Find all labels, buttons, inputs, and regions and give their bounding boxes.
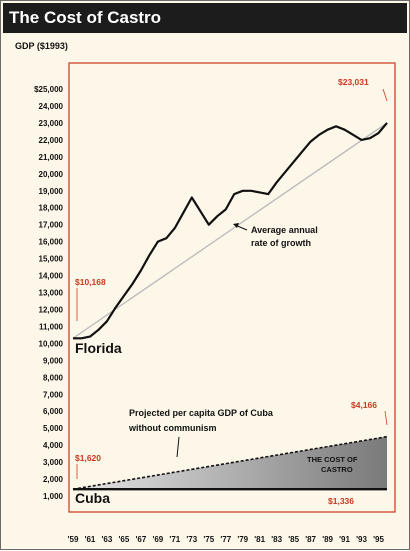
x-tick-label: '75 [203,535,214,544]
x-tick-label: '81 [254,535,265,544]
cost-of-castro-wedge [73,436,387,490]
y-tick-label: 9,000 [43,356,64,365]
y-tick-label: 5,000 [43,424,64,433]
annotation-cost-line1: THE COST OF [307,455,358,464]
x-tick-label: '59 [68,535,79,544]
y-tick-label: 4,000 [43,441,64,450]
callout-cuba-start: $1,620 [75,453,101,463]
y-tick-label: 19,000 [39,187,64,196]
chart-title: The Cost of Castro [3,3,407,33]
plot-area-border [68,62,396,513]
x-tick-label: '91 [339,535,350,544]
x-tick-label: '63 [102,535,113,544]
x-tick-label: '93 [356,535,367,544]
projection-trend-line [72,435,388,491]
y-tick-label: 12,000 [39,305,64,314]
callout-leader [382,88,388,102]
y-axis-label: GDP ($1993) [15,41,68,51]
x-tick-label: '69 [152,535,163,544]
callout-cuba-end: $1,336 [328,496,354,506]
avg-growth-trend-line [72,122,388,339]
y-tick-label: 6,000 [43,407,64,416]
y-tick-label: 10,000 [39,339,64,348]
y-tick-label: 16,000 [39,238,64,247]
annotation-avg-growth-line2: rate of growth [251,238,311,248]
callout-projection-end: $4,166 [351,400,377,410]
y-tick-label: 15,000 [39,255,64,264]
y-tick-label: 2,000 [43,475,64,484]
x-tick-label: '83 [271,535,282,544]
annotation-pointer [176,436,180,458]
callout-leader [384,410,388,426]
y-tick-label: 11,000 [39,322,64,331]
x-tick-label: '67 [135,535,146,544]
y-tick-label: 14,000 [39,272,64,281]
x-tick-label: '61 [85,535,96,544]
y-tick-label: 7,000 [43,390,64,399]
x-tick-label: '95 [373,535,384,544]
series-line-florida [73,122,388,340]
callout-florida-start: $10,168 [75,277,106,287]
series-label-cuba: Cuba [75,490,110,506]
y-tick-label: 13,000 [39,289,64,298]
annotation-arrowhead [233,223,239,228]
y-tick-label: 21,000 [39,153,64,162]
y-tick-label: 23,000 [39,119,64,128]
y-tick-label: $25,000 [34,85,63,94]
x-tick-label: '85 [288,535,299,544]
x-tick-label: '89 [322,535,333,544]
y-tick-label: 1,000 [43,492,64,501]
y-tick-label: 22,000 [39,136,64,145]
x-tick-label: '65 [119,535,130,544]
y-tick-label: 24,000 [39,102,64,111]
x-tick-label: '77 [220,535,231,544]
annotation-cost-line2: CASTRO [321,465,353,474]
series-label-florida: Florida [75,340,122,356]
x-tick-label: '87 [305,535,316,544]
x-tick-label: '79 [237,535,248,544]
x-tick-label: '71 [169,535,180,544]
y-tick-label: 17,000 [39,221,64,230]
y-tick-label: 3,000 [43,458,64,467]
y-tick-label: 18,000 [39,204,64,213]
y-tick-label: 8,000 [43,373,64,382]
x-tick-label: '73 [186,535,197,544]
annotation-avg-growth-line1: Average annual [251,225,318,235]
y-tick-label: 20,000 [39,170,64,179]
annotation-projection-line2: without communism [128,423,217,433]
annotation-projection-line1: Projected per capita GDP of Cuba [129,408,274,418]
callout-florida-end: $23,031 [338,77,369,87]
